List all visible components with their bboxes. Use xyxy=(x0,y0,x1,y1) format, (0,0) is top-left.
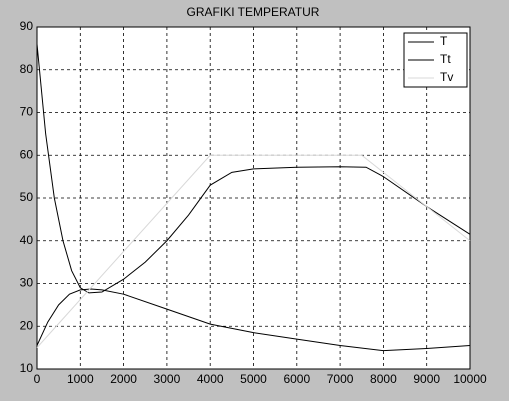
x-tick-label: 0 xyxy=(34,372,41,386)
x-tick-label: 9000 xyxy=(413,372,440,386)
series-line xyxy=(36,154,471,348)
y-tick-label: 40 xyxy=(20,233,34,247)
series-line xyxy=(36,44,471,294)
x-tick-label: 8000 xyxy=(370,372,397,386)
y-tick-label: 90 xyxy=(20,19,34,33)
x-tick-label: 2000 xyxy=(110,372,137,386)
x-tick-label: 5000 xyxy=(240,372,267,386)
y-tick-label: 10 xyxy=(20,361,34,375)
x-tick-label: 4000 xyxy=(197,372,224,386)
y-tick-label: 50 xyxy=(20,190,34,204)
x-tick-label: 3000 xyxy=(154,372,181,386)
y-tick-label: 20 xyxy=(20,318,34,332)
legend-label: T xyxy=(440,34,448,48)
y-tick-label: 70 xyxy=(20,105,34,119)
x-tick-label: 7000 xyxy=(327,372,354,386)
series-line xyxy=(36,288,471,352)
x-tick-label: 1000 xyxy=(67,372,94,386)
legend-label: Tv xyxy=(440,70,453,84)
y-tick-label: 80 xyxy=(20,62,34,76)
x-tick-label: 10000 xyxy=(453,372,487,386)
legend-label: Tt xyxy=(440,52,451,66)
x-tick-label: 6000 xyxy=(283,372,310,386)
chart-title: GRAFIKI TEMPERATUR xyxy=(187,5,320,19)
y-tick-label: 60 xyxy=(20,147,34,161)
y-tick-label: 30 xyxy=(20,276,34,290)
